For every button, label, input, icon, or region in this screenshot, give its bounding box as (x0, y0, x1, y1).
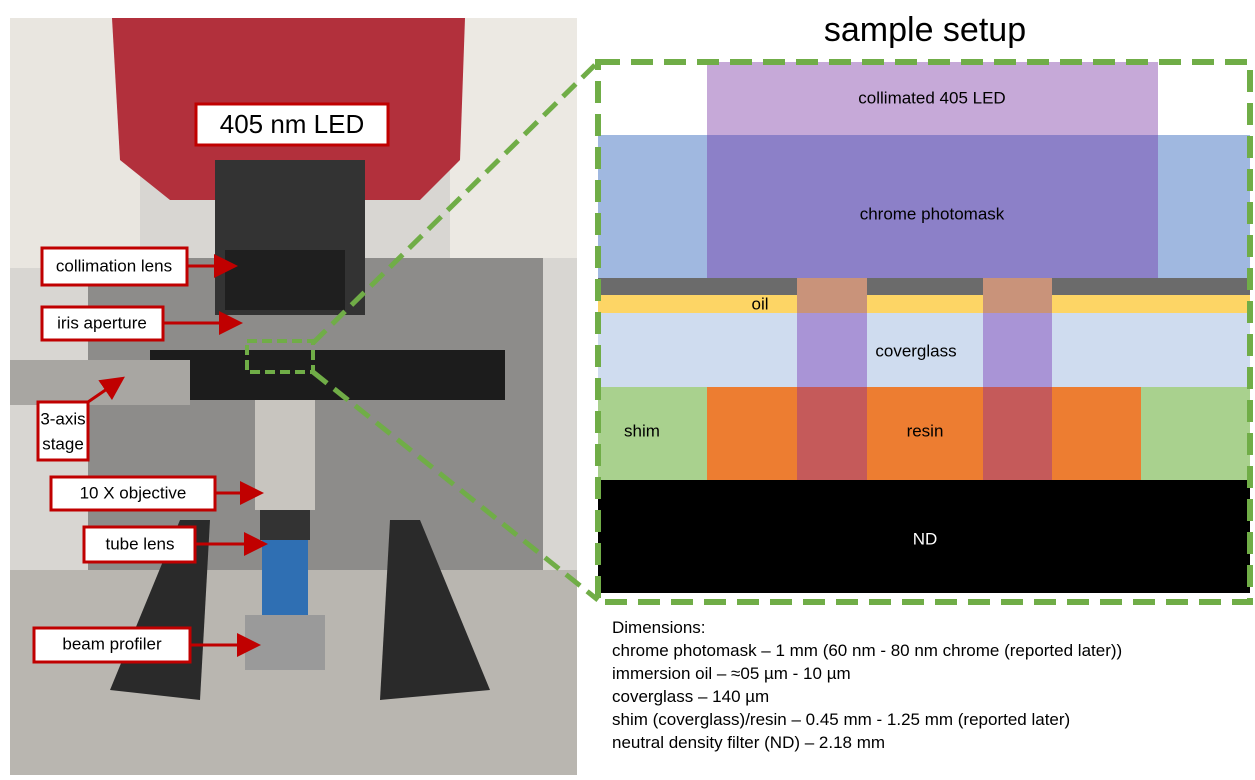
label-box (36, 400, 90, 462)
layer-label: chrome photomask (860, 204, 1005, 223)
tube-label: tube lens (106, 534, 175, 553)
zoom-line (311, 60, 600, 345)
label-box (82, 525, 197, 564)
photo-labels: 405 nm LED collimation lens iris apertur… (32, 102, 390, 664)
zoom-frame (595, 59, 1253, 605)
dimension-line: coverglass – 140 µm (612, 687, 769, 706)
dimensions: Dimensions: chrome photomask – 1 mm (60 … (612, 618, 1122, 752)
layer-label: ND (913, 529, 938, 548)
dimension-line: shim (coverglass)/resin – 0.45 mm - 1.25… (612, 710, 1070, 729)
label-box (40, 246, 189, 287)
profiler-label: beam profiler (62, 634, 162, 653)
title: sample setup (824, 11, 1026, 49)
arrow (87, 376, 125, 404)
led-label: 405 nm LED (220, 109, 365, 139)
label-box (49, 475, 217, 512)
layer-label: coverglass (875, 341, 956, 360)
layer-diagram: collimated 405 LED chrome photomask oil … (595, 59, 1253, 605)
layer-label: shim (624, 421, 660, 440)
dimensions-heading: Dimensions: (612, 618, 706, 637)
layer-label: collimated 405 LED (858, 88, 1005, 107)
stage-label: 3-axis (40, 409, 85, 428)
dimension-line: neutral density filter (ND) – 2.18 mm (612, 733, 885, 752)
zoom-line (311, 370, 600, 602)
dimension-line: chrome photomask – 1 mm (60 nm - 80 nm c… (612, 641, 1122, 660)
layer-label: resin (907, 421, 944, 440)
layer-label: oil (751, 294, 768, 313)
stage-label: stage (42, 434, 84, 453)
collimation-label: collimation lens (56, 256, 172, 275)
iris-label: iris aperture (57, 313, 147, 332)
dimension-line: immersion oil – ≈05 µm - 10 µm (612, 664, 851, 683)
objective-label: 10 X objective (80, 483, 187, 502)
label-box (194, 102, 390, 147)
